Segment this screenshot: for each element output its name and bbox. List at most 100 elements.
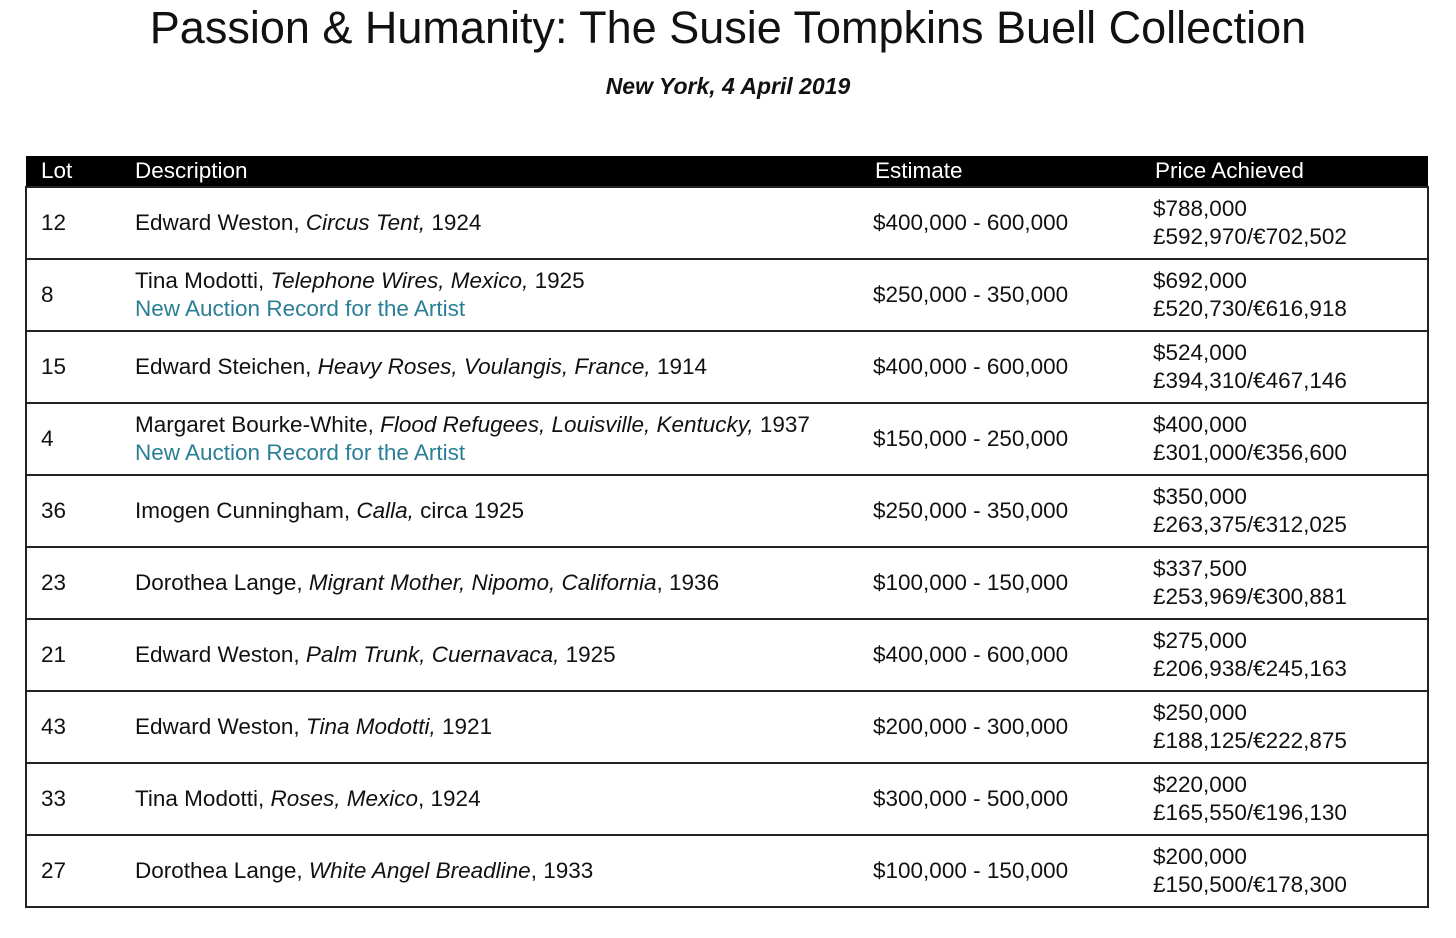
- estimate-cell: $200,000 - 300,000: [873, 690, 1153, 764]
- work-date: , 1936: [656, 570, 720, 595]
- work-date: 1937: [753, 412, 810, 437]
- estimate-cell: $400,000 - 600,000: [873, 618, 1153, 692]
- work-title: White Angel Breadline: [308, 858, 531, 883]
- work-title: Calla,: [356, 498, 414, 523]
- lot-number: 8: [25, 258, 135, 332]
- estimate-cell: $400,000 - 600,000: [873, 330, 1153, 404]
- estimate-cell: $250,000 - 350,000: [873, 258, 1153, 332]
- price-usd: $692,000: [1153, 268, 1247, 293]
- work-date: 1925: [528, 268, 585, 293]
- table-row: 4 Margaret Bourke-White, Flood Refugees, …: [25, 402, 1429, 476]
- work-date: circa 1925: [413, 498, 524, 523]
- work-title: Migrant Mother, Nipomo, California: [308, 570, 657, 595]
- price-gbp-eur: £301,000/€356,600: [1153, 440, 1347, 465]
- work-title: Flood Refugees, Louisville, Kentucky,: [380, 412, 754, 437]
- price-gbp-eur: £150,500/€178,300: [1153, 872, 1347, 897]
- table-row: 33 Tina Modotti, Roses, Mexico, 1924 $300,…: [25, 762, 1429, 836]
- price-cell: $692,000 £520,730/€616,918: [1153, 258, 1429, 332]
- price-cell: $220,000 £165,550/€196,130: [1153, 762, 1429, 836]
- artist: Tina Modotti,: [135, 786, 271, 811]
- description-cell: Tina Modotti, Telephone Wires, Mexico, 1…: [135, 258, 873, 332]
- estimate-cell: $100,000 - 150,000: [873, 834, 1153, 908]
- price-gbp-eur: £165,550/€196,130: [1153, 800, 1347, 825]
- header-estimate: Estimate: [875, 158, 963, 183]
- lot-number: 27: [25, 834, 135, 908]
- price-gbp-eur: £263,375/€312,025: [1153, 512, 1347, 537]
- artist: Edward Steichen,: [135, 354, 318, 379]
- description-cell: Tina Modotti, Roses, Mexico, 1924: [135, 762, 873, 836]
- artist: Edward Weston,: [135, 210, 306, 235]
- table-row: 23 Dorothea Lange, Migrant Mother, Nipomo…: [25, 546, 1429, 620]
- table-header: Lot Description Estimate Price Achieved: [26, 156, 1428, 187]
- header-price: Price Achieved: [1155, 158, 1304, 183]
- price-usd: $788,000: [1153, 196, 1247, 221]
- price-cell: $200,000 £150,500/€178,300: [1153, 834, 1429, 908]
- lot-number: 12: [25, 186, 135, 260]
- sale-subtitle: New York, 4 April 2019: [605, 73, 851, 99]
- auction-record-link[interactable]: New Auction Record for the Artist: [135, 296, 466, 321]
- price-usd: $220,000: [1153, 772, 1247, 797]
- price-gbp-eur: £253,969/€300,881: [1153, 584, 1347, 609]
- lot-number: 33: [25, 762, 135, 836]
- description-cell: Edward Weston, Circus Tent, 1924: [135, 186, 873, 260]
- estimate-cell: $150,000 - 250,000: [873, 402, 1153, 476]
- description-cell: Dorothea Lange, Migrant Mother, Nipomo, …: [135, 546, 873, 620]
- work-date: , 1924: [418, 786, 481, 811]
- lot-number: 21: [25, 618, 135, 692]
- work-title: Roses, Mexico: [270, 786, 419, 811]
- price-gbp-eur: £206,938/€245,163: [1153, 656, 1347, 681]
- description-cell: Dorothea Lange, White Angel Breadline, 1…: [135, 834, 873, 908]
- table-row: 27 Dorothea Lange, White Angel Breadline,…: [25, 834, 1429, 908]
- work-title: Tina Modotti,: [305, 714, 436, 739]
- price-usd: $350,000: [1153, 484, 1247, 509]
- artist: Edward Weston,: [135, 642, 306, 667]
- header-description: Description: [135, 158, 248, 183]
- price-cell: $524,000 £394,310/€467,146: [1153, 330, 1429, 404]
- price-cell: $350,000 £263,375/€312,025: [1153, 474, 1429, 548]
- lot-number: 15: [25, 330, 135, 404]
- work-date: 1924: [425, 210, 482, 235]
- estimate-cell: $300,000 - 500,000: [873, 762, 1153, 836]
- price-cell: $337,500 £253,969/€300,881: [1153, 546, 1429, 620]
- price-gbp-eur: £188,125/€222,875: [1153, 728, 1347, 753]
- lot-number: 36: [25, 474, 135, 548]
- table-row: 12 Edward Weston, Circus Tent, 1924 $400,0…: [25, 186, 1429, 260]
- price-usd: $524,000: [1153, 340, 1247, 365]
- price-cell: $788,000 £592,970/€702,502: [1153, 186, 1429, 260]
- work-title: Palm Trunk, Cuernavaca,: [305, 642, 560, 667]
- price-cell: $400,000 £301,000/€356,600: [1153, 402, 1429, 476]
- lot-number: 23: [25, 546, 135, 620]
- artist: Edward Weston,: [135, 714, 306, 739]
- description-cell: Edward Weston, Palm Trunk, Cuernavaca, 1…: [135, 618, 873, 692]
- results-table: Lot Description Estimate Price Achieved …: [25, 156, 1429, 908]
- table-row: 21 Edward Weston, Palm Trunk, Cuernavaca,…: [25, 618, 1429, 692]
- price-cell: $275,000 £206,938/€245,163: [1153, 618, 1429, 692]
- work-date: , 1933: [530, 858, 594, 883]
- price-gbp-eur: £394,310/€467,146: [1153, 368, 1347, 393]
- header-lot: Lot: [41, 158, 73, 183]
- table-row: 43 Edward Weston, Tina Modotti, 1921 $200,…: [25, 690, 1429, 764]
- work-date: 1914: [650, 354, 707, 379]
- artist: Imogen Cunningham,: [135, 498, 357, 523]
- lot-number: 4: [25, 402, 135, 476]
- work-title: Circus Tent,: [305, 210, 426, 235]
- description-cell: Margaret Bourke-White, Flood Refugees, L…: [135, 402, 873, 476]
- work-date: 1925: [559, 642, 616, 667]
- work-title: Telephone Wires, Mexico,: [270, 268, 529, 293]
- auction-record-link[interactable]: New Auction Record for the Artist: [135, 440, 466, 465]
- estimate-cell: $250,000 - 350,000: [873, 474, 1153, 548]
- lot-number: 43: [25, 690, 135, 764]
- estimate-cell: $100,000 - 150,000: [873, 546, 1153, 620]
- description-cell: Edward Steichen, Heavy Roses, Voulangis,…: [135, 330, 873, 404]
- table-row: 15 Edward Steichen, Heavy Roses, Voulangi…: [25, 330, 1429, 404]
- price-usd: $250,000: [1153, 700, 1247, 725]
- estimate-cell: $400,000 - 600,000: [873, 186, 1153, 260]
- price-usd: $400,000: [1153, 412, 1247, 437]
- table-row: 36 Imogen Cunningham, Calla, circa 1925 $2…: [25, 474, 1429, 548]
- artist: Dorothea Lange,: [135, 858, 309, 883]
- page-title: Passion & Humanity: The Susie Tompkins B…: [149, 2, 1307, 53]
- price-gbp-eur: £592,970/€702,502: [1153, 224, 1347, 249]
- price-gbp-eur: £520,730/€616,918: [1153, 296, 1347, 321]
- artist: Dorothea Lange,: [135, 570, 309, 595]
- work-title: Heavy Roses, Voulangis, France,: [317, 354, 651, 379]
